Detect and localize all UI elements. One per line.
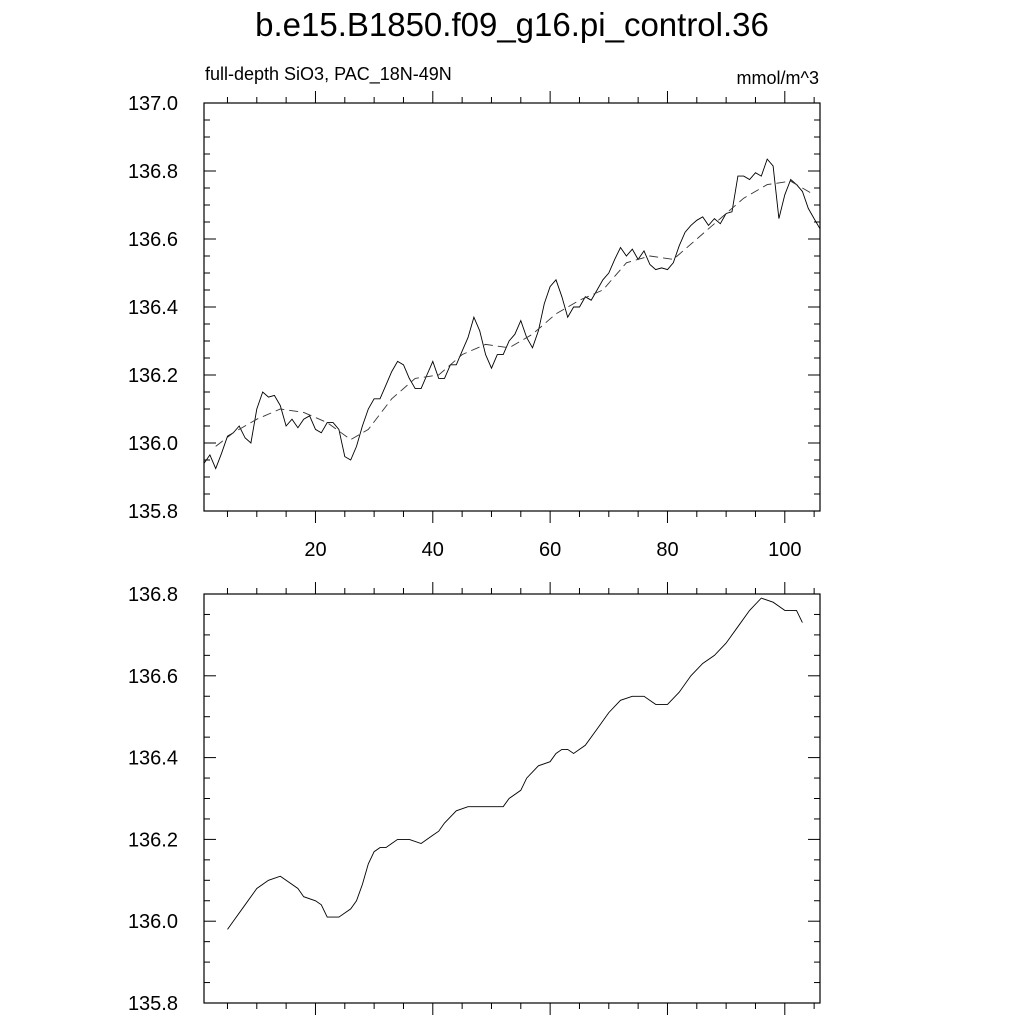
plot-frame-1 <box>203 102 821 512</box>
x-tick-label: 20 <box>304 539 326 561</box>
y-tick-label: 135.8 <box>128 993 178 1015</box>
y-tick-label: 136.6 <box>128 229 178 251</box>
x-tick-label: 100 <box>768 539 801 561</box>
x-tick-label: 40 <box>422 539 444 561</box>
y-tick-label: 136.2 <box>128 365 178 387</box>
chart-title: b.e15.B1850.f09_g16.pi_control.36 <box>255 6 769 43</box>
y-tick-label: 136.0 <box>128 433 178 455</box>
y-tick-label: 136.4 <box>128 297 178 319</box>
y-tick-label: 137.0 <box>128 93 178 115</box>
y-tick-label: 136.8 <box>128 161 178 183</box>
series-line-1-1 <box>203 158 821 470</box>
y-tick-label: 136.4 <box>128 748 178 770</box>
y-tick-label: 136.6 <box>128 666 178 688</box>
y-tick-label: 136.0 <box>128 911 178 933</box>
plot-frame-2 <box>203 593 821 1004</box>
x-tick-label: 60 <box>539 539 561 561</box>
y-tick-label: 135.8 <box>128 501 178 523</box>
series-line-1-2 <box>215 180 815 447</box>
y-tick-label: 136.2 <box>128 829 178 851</box>
series-line-2-1 <box>227 597 803 930</box>
subtitle-variable: full-depth SiO3, PAC_18N-49N <box>205 64 452 84</box>
x-tick-label: 80 <box>656 539 678 561</box>
subtitle-units: mmol/m^3 <box>736 68 819 88</box>
y-tick-label: 136.8 <box>128 584 178 606</box>
